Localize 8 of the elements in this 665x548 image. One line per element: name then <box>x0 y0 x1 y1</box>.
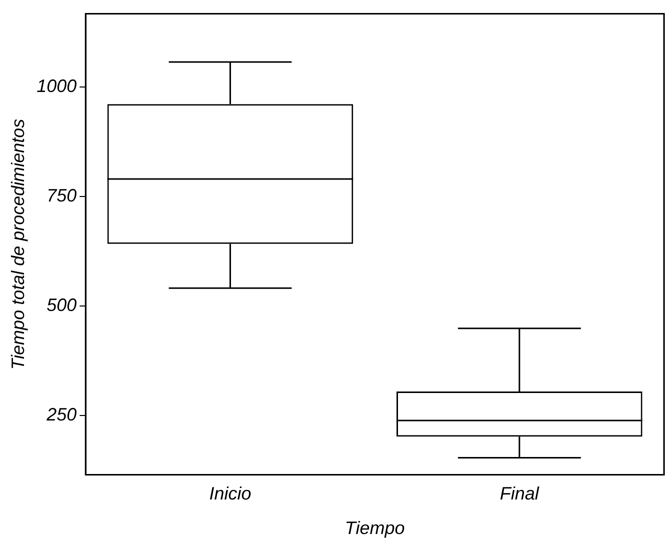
y-tick-label: 1000 <box>36 76 77 96</box>
y-tick-label: 500 <box>46 295 77 316</box>
y-tick-label: 750 <box>46 186 77 206</box>
x-tick-label: Final <box>500 484 540 504</box>
x-axis-title: Tiempo <box>344 518 405 538</box>
y-tick-label: 250 <box>46 404 77 425</box>
y-axis-title: Tiempo total de procedimientos <box>8 118 28 370</box>
x-tick-label: Inicio <box>209 484 252 504</box>
